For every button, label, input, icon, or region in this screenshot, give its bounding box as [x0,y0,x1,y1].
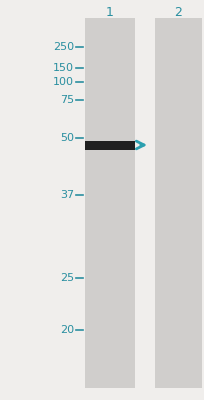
Bar [85,18,134,388]
Text: 75: 75 [60,95,74,105]
Text: 20: 20 [60,325,74,335]
Text: 37: 37 [60,190,74,200]
Text: 1: 1 [105,6,113,18]
Text: 50: 50 [60,133,74,143]
Bar [154,18,201,388]
Text: 100: 100 [53,77,74,87]
Text: 2: 2 [174,6,182,18]
Text: 25: 25 [60,273,74,283]
Bar [85,140,134,150]
Text: 150: 150 [53,63,74,73]
Text: 250: 250 [53,42,74,52]
